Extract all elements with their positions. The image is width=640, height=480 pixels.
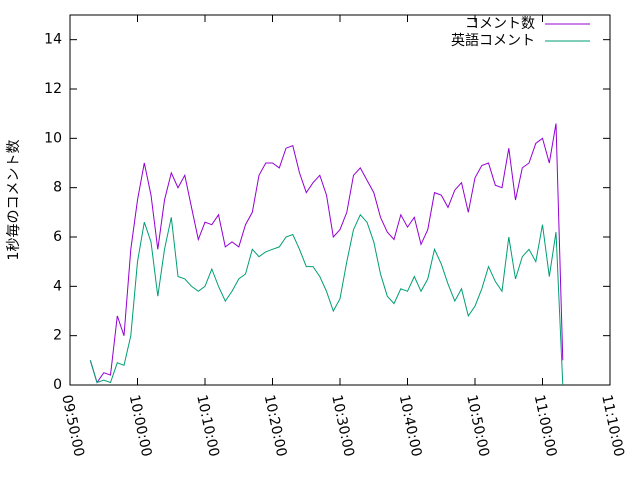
x-tick-label: 10:20:00 [261,393,290,458]
y-tick-label: 12 [44,81,62,97]
y-axis-label: 1秒毎のコメント数 [6,140,22,261]
x-tick-label: 09:50:00 [58,393,87,458]
series-line [89,213,564,386]
legend-label: 英語コメント [451,32,535,49]
x-tick-label: 10:10:00 [193,393,222,458]
y-tick-label: 6 [53,229,62,245]
y-tick-label: 4 [53,278,62,294]
series-line [89,123,564,384]
x-tick-label: 11:00:00 [531,393,560,458]
y-tick-label: 0 [53,377,62,393]
x-tick-label: 11:10:00 [598,393,627,458]
y-tick-label: 14 [44,32,62,48]
y-tick-label: 10 [44,130,62,146]
plot-border [69,14,611,386]
y-tick-label: 2 [53,328,62,344]
x-tick-label: 10:00:00 [126,393,155,458]
x-tick-label: 10:30:00 [328,393,357,458]
x-tick-label: 10:50:00 [463,393,492,458]
legend-label: コメント数 [465,16,535,32]
y-tick-label: 8 [53,180,62,196]
x-tick-label: 10:40:00 [396,393,425,458]
